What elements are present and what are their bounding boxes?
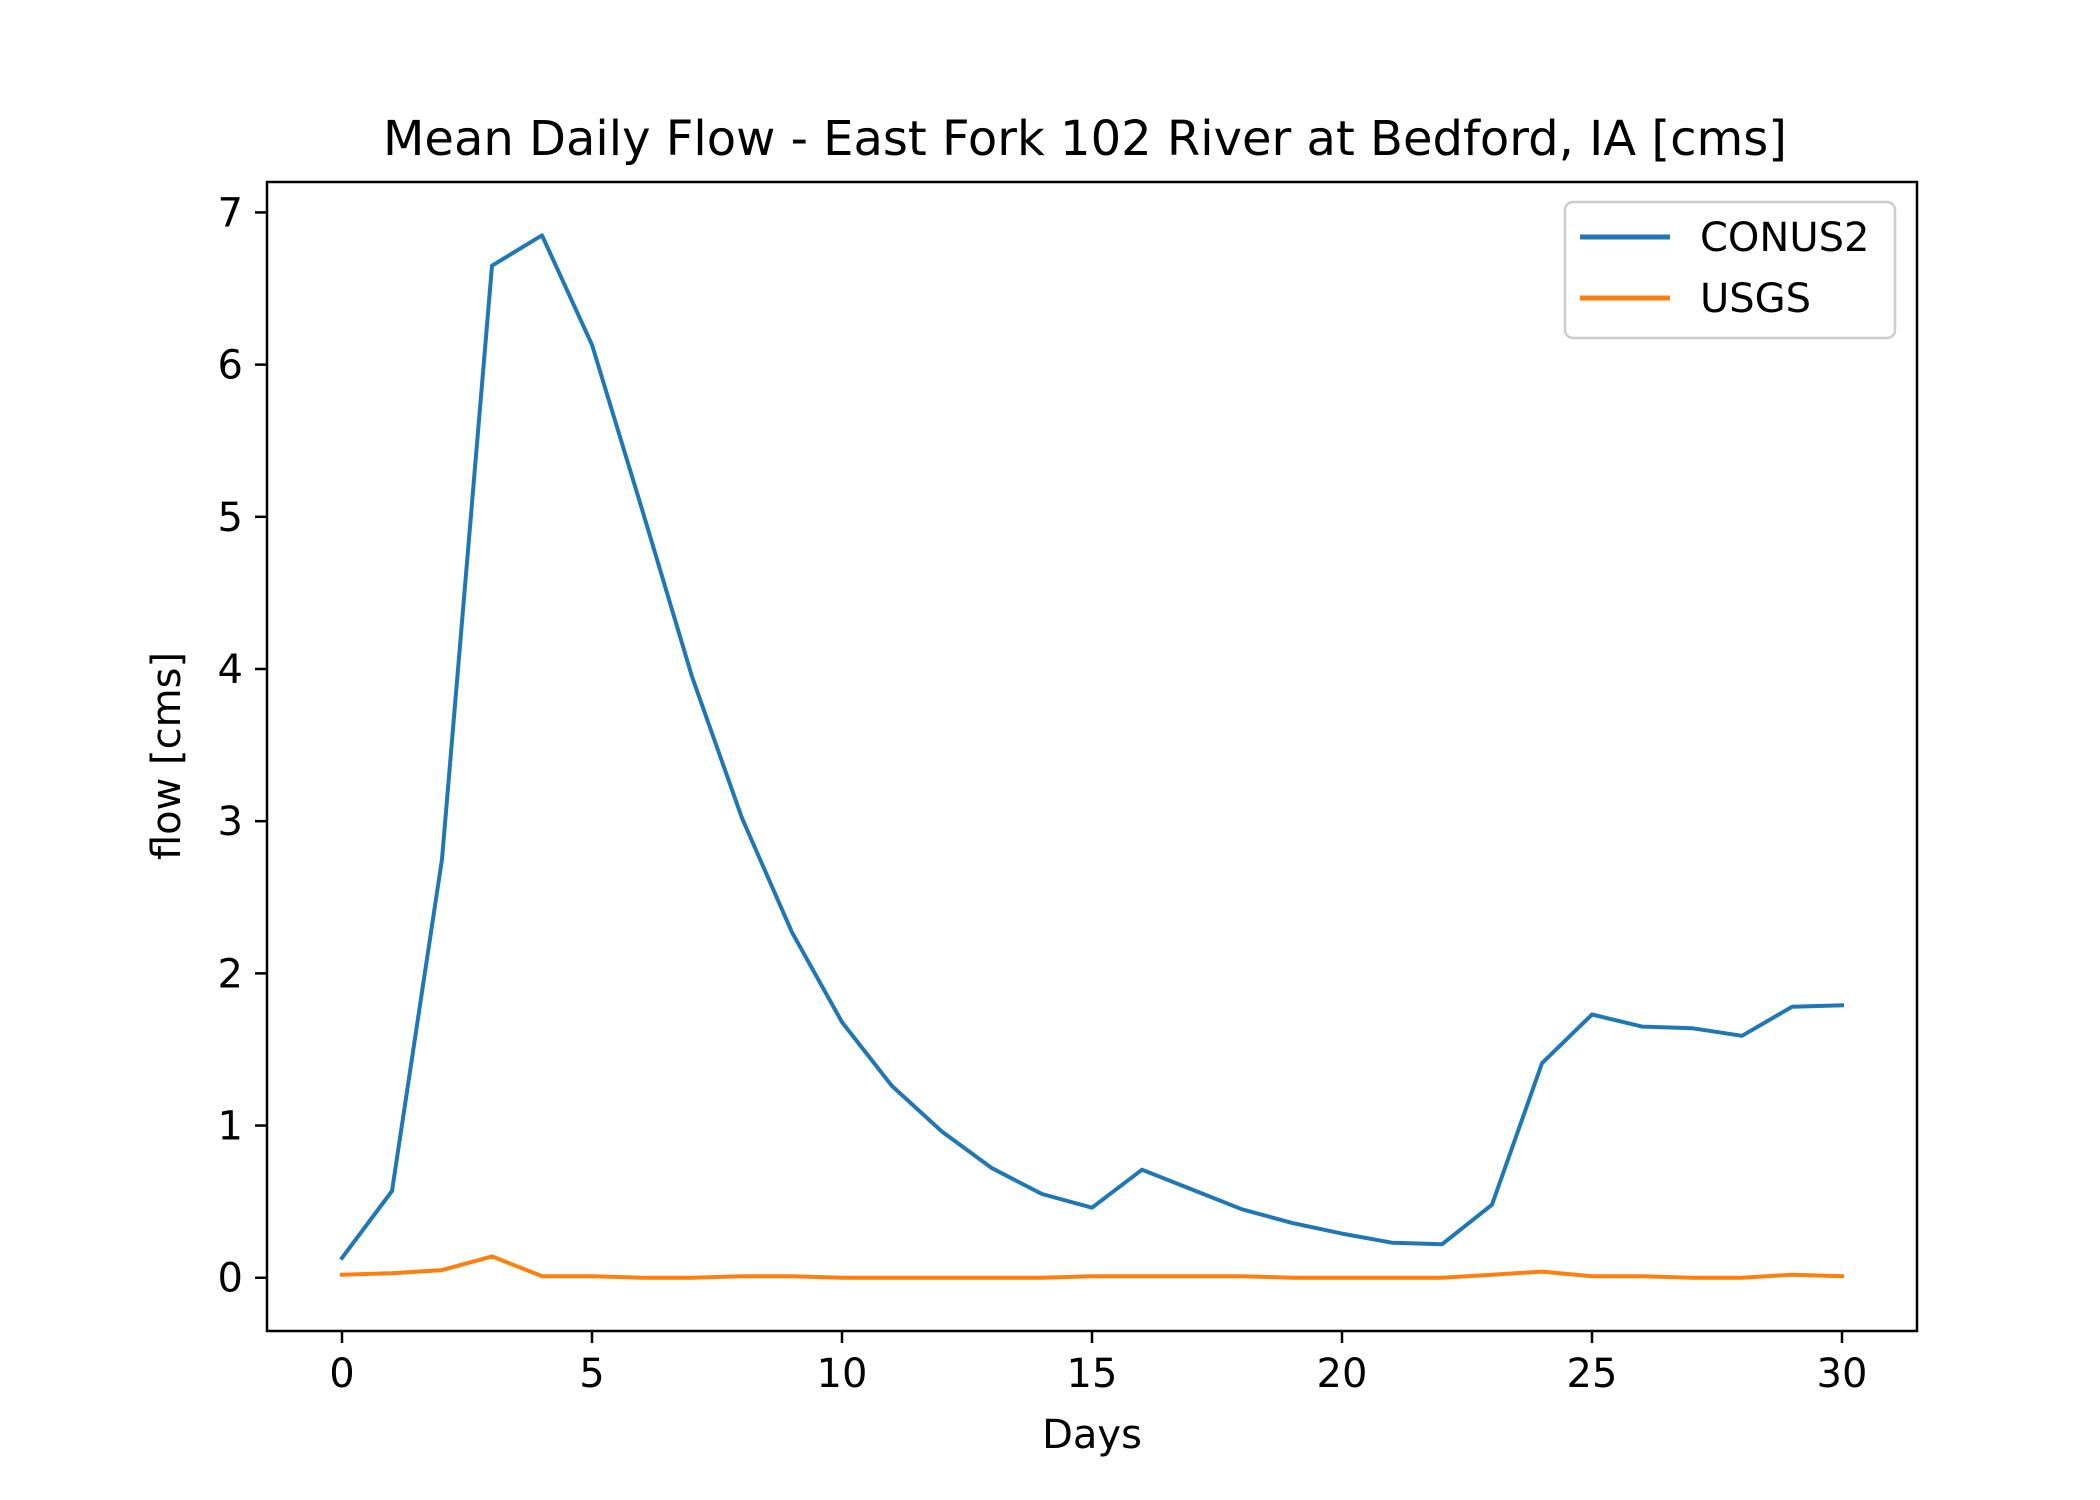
- y-tick-label: 5: [218, 495, 243, 541]
- x-tick-label: 0: [329, 1351, 354, 1397]
- y-tick-label: 0: [218, 1256, 243, 1302]
- y-tick-label: 4: [218, 647, 243, 693]
- y-axis-title: flow [cms]: [144, 652, 190, 860]
- x-tick-label: 25: [1567, 1351, 1618, 1397]
- x-tick-label: 20: [1317, 1351, 1368, 1397]
- x-tick-label: 30: [1817, 1351, 1868, 1397]
- series-line-usgs: [339, 1254, 1845, 1280]
- x-tick-label: 15: [1067, 1351, 1118, 1397]
- series-line-conus2: [339, 233, 1845, 1261]
- legend: CONUS2 USGS: [1563, 200, 1897, 340]
- chart-title: Mean Daily Flow - East Fork 102 River at…: [383, 111, 1787, 167]
- legend-label-usgs: USGS: [1700, 276, 1811, 322]
- plot-frame: [265, 180, 1919, 1333]
- lines-layer: [339, 233, 1845, 1280]
- legend-label-conus2: CONUS2: [1700, 215, 1869, 261]
- y-tick-label: 6: [218, 343, 243, 389]
- y-tick-label: 1: [218, 1104, 243, 1150]
- y-tick-label: 7: [218, 190, 243, 236]
- ticks-layer: 0 5 10 15 20 25 30 0 1 2 3 4 5 6 7: [218, 190, 1868, 1397]
- y-tick-label: 3: [218, 799, 243, 845]
- y-tick-label: 2: [218, 951, 243, 997]
- x-tick-label: 5: [579, 1351, 604, 1397]
- x-tick-label: 10: [817, 1351, 868, 1397]
- x-axis-title: Days: [1042, 1412, 1142, 1458]
